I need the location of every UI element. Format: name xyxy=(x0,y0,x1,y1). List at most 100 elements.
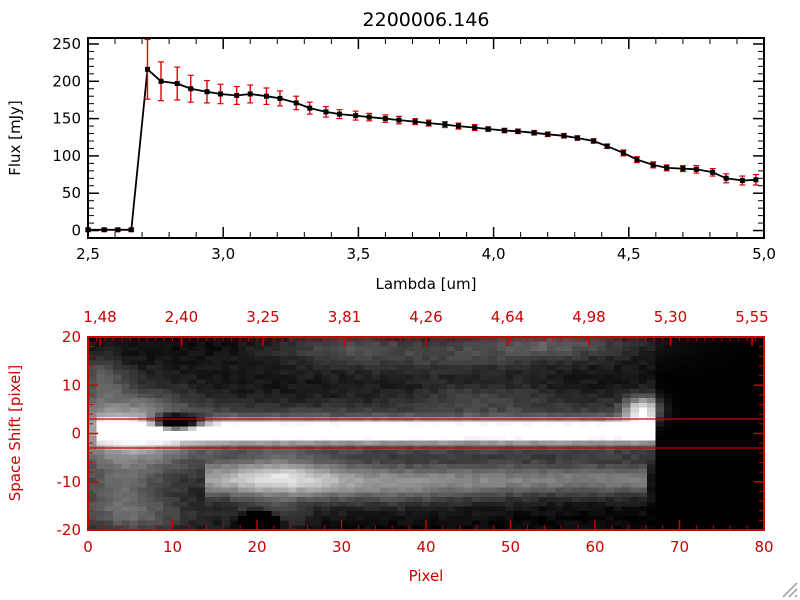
data-point xyxy=(323,109,329,115)
data-point xyxy=(353,113,359,119)
data-point xyxy=(174,81,180,87)
spectral-image xyxy=(88,337,764,530)
data-point xyxy=(412,119,418,125)
image-axes: 0 10 20 30 40 50 60 70 80 20 10 0 -10 -20 1,48 2,40 3,25… xyxy=(57,308,774,556)
x-tick-label: 4,0 xyxy=(482,245,506,263)
y-tick-label: 20 xyxy=(62,328,81,346)
plot-frame xyxy=(87,37,765,239)
data-point xyxy=(204,89,210,95)
data-point xyxy=(128,227,134,233)
resize-grip[interactable] xyxy=(780,580,798,598)
data-point xyxy=(739,178,745,184)
data-point xyxy=(263,93,269,99)
y-tick-label: 0 xyxy=(71,222,81,240)
y-tick-label: -20 xyxy=(57,521,82,539)
flux-axis-label: Flux [mJy] xyxy=(6,100,24,176)
x-tick-label: 0 xyxy=(83,538,93,556)
x-tick-label: 3,0 xyxy=(211,245,235,263)
x-tick-label: 4,5 xyxy=(617,245,641,263)
data-point xyxy=(293,100,299,106)
data-point xyxy=(604,143,610,149)
data-point xyxy=(680,166,686,172)
data-point xyxy=(455,123,461,129)
y-tick-label: 150 xyxy=(52,110,81,128)
x-tick-label: 30 xyxy=(332,538,351,556)
data-point xyxy=(382,116,388,122)
wavelength-tick-label: 3,81 xyxy=(328,308,361,326)
space-shift-axis-label: Space Shift [pixel] xyxy=(6,365,24,502)
data-point xyxy=(485,126,491,132)
lambda-axis-label: Lambda [um] xyxy=(376,275,477,293)
data-point xyxy=(188,86,194,92)
x-tick-label: 60 xyxy=(585,538,604,556)
data-point xyxy=(234,92,240,98)
pixel-axis-label: Pixel xyxy=(409,567,444,585)
wavelength-tick-label: 2,40 xyxy=(165,308,198,326)
spectrum-plot: 2200006.146 Lambda [um] Flux [mJy] 2,5 3,… xyxy=(6,9,776,293)
image-frame xyxy=(87,336,765,531)
data-point xyxy=(217,91,223,97)
data-point xyxy=(710,169,716,175)
data-point xyxy=(664,165,670,171)
data-point xyxy=(144,66,150,72)
x-tick-label: 20 xyxy=(247,538,266,556)
data-point xyxy=(158,78,164,84)
grip-line xyxy=(782,582,798,598)
data-point xyxy=(620,150,626,156)
wavelength-tick-label: 1,48 xyxy=(83,308,116,326)
grip-line xyxy=(788,588,798,598)
wavelength-tick-label: 3,25 xyxy=(246,308,279,326)
y-tick-label: -10 xyxy=(57,473,82,491)
grip-line xyxy=(794,594,798,598)
y-tick-label: 200 xyxy=(52,72,81,90)
spectrum-line xyxy=(88,67,756,231)
wavelength-tick-label: 4,26 xyxy=(409,308,442,326)
wavelength-tick-label: 5,30 xyxy=(654,308,687,326)
x-tick-label: 10 xyxy=(163,538,182,556)
image-plot: Pixel Space Shift [pixel] 0 10 20 30 40 50 60 7… xyxy=(6,308,774,585)
x-tick-label: 40 xyxy=(416,538,435,556)
x-tick-label: 3,5 xyxy=(346,245,370,263)
data-point xyxy=(531,130,537,136)
x-tick-label: 2,5 xyxy=(76,245,100,263)
data-point xyxy=(634,157,640,163)
y-tick-label: 50 xyxy=(62,184,81,202)
spectrum-axes: 2,5 3,0 3,5 4,0 4,5 5,0 0 50 100 150 200 250 xyxy=(52,35,776,263)
y-tick-label: 250 xyxy=(52,35,81,53)
data-point xyxy=(115,227,121,233)
data-point xyxy=(307,105,313,111)
data-point xyxy=(472,125,478,131)
plot-title: 2200006.146 xyxy=(363,9,490,31)
wavelength-tick-label: 4,98 xyxy=(572,308,605,326)
data-point xyxy=(426,120,432,126)
y-tick-label: 100 xyxy=(52,147,81,165)
data-point xyxy=(101,227,107,233)
wavelength-tick-label: 4,64 xyxy=(491,308,524,326)
data-point xyxy=(693,166,699,172)
data-point xyxy=(515,128,521,134)
data-point xyxy=(650,162,656,168)
data-point xyxy=(753,177,759,183)
data-point xyxy=(545,131,551,137)
data-point xyxy=(277,95,283,101)
data-point xyxy=(442,122,448,128)
spectrum-series xyxy=(85,38,759,233)
data-point xyxy=(336,111,342,117)
data-point xyxy=(396,117,402,123)
y-tick-label: 10 xyxy=(62,376,81,394)
data-point xyxy=(247,91,253,97)
data-point xyxy=(561,133,567,139)
data-point xyxy=(501,128,507,134)
data-point xyxy=(723,175,729,181)
x-tick-label: 80 xyxy=(754,538,773,556)
data-point xyxy=(366,114,372,120)
data-point xyxy=(85,227,91,233)
x-tick-label: 70 xyxy=(670,538,689,556)
data-point xyxy=(591,138,597,144)
x-tick-label: 5,0 xyxy=(752,245,776,263)
y-tick-label: 0 xyxy=(71,425,81,443)
data-point xyxy=(574,135,580,141)
wavelength-tick-label: 5,55 xyxy=(735,308,768,326)
x-tick-label: 50 xyxy=(501,538,520,556)
